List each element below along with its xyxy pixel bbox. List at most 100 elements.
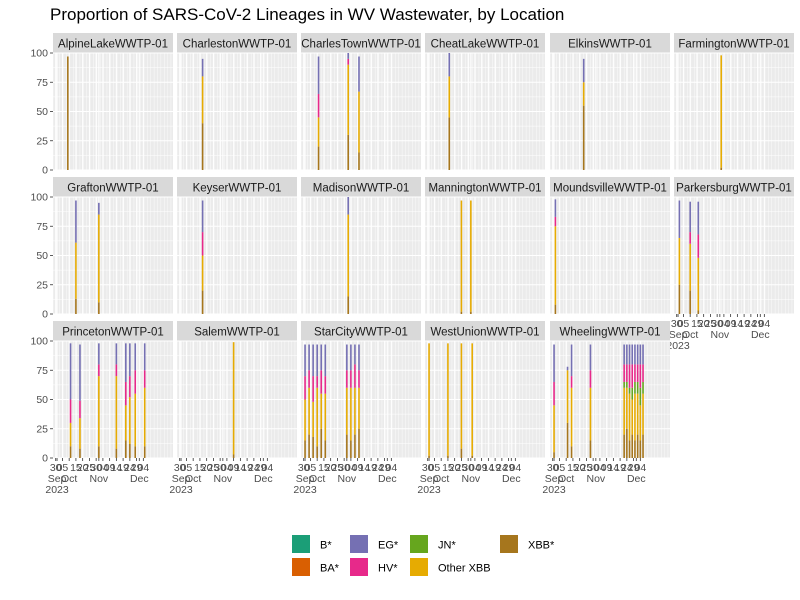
bar-segment-other-xbb xyxy=(553,405,555,453)
bar-segment-eg xyxy=(98,202,100,215)
bar-2023-10-02 xyxy=(554,199,557,314)
facet-strip xyxy=(674,33,794,53)
x-tick-label: 20 xyxy=(325,462,337,474)
facet-madisonwwtp-01: MadisonWWTP-01 xyxy=(300,177,421,315)
bar-segment-xbb xyxy=(720,167,722,170)
bar-segment-xbb xyxy=(358,152,360,170)
bar-2023-10-01 xyxy=(553,344,555,458)
bar-2023-10-07 xyxy=(312,344,314,458)
y-tick-label: 0 xyxy=(42,309,48,321)
facet-strip-label: ParkersburgWWTP-01 xyxy=(676,183,792,195)
bar-segment-other-xbb xyxy=(636,393,639,435)
bar-segment-eg xyxy=(639,344,642,365)
facet-strip-label: KeyserWWTP-01 xyxy=(193,183,282,195)
bar-segment-xbb xyxy=(471,455,473,458)
bar-segment-other-xbb xyxy=(320,393,323,429)
x-tick-label: 19 xyxy=(489,462,501,474)
x-tick-label: Dec xyxy=(254,473,273,485)
bar-segment-other-xbb xyxy=(720,55,722,168)
bar-segment-eg xyxy=(589,344,592,371)
bar-segment-hv xyxy=(125,381,127,406)
x-tick-label: 09 xyxy=(476,462,488,474)
bar-2023-10-18 xyxy=(79,344,81,458)
facet-strip xyxy=(301,177,421,197)
bar-segment-eg xyxy=(317,56,320,94)
x-tick-label: 29 xyxy=(752,318,764,330)
bar-2023-11-02 xyxy=(347,53,349,170)
bar-segment-eg xyxy=(75,200,77,243)
x-tick-label: 04 xyxy=(385,462,397,474)
bar-2023-11-10 xyxy=(358,344,360,458)
y-tick-label: 0 xyxy=(42,165,48,177)
bar-segment-hv xyxy=(642,364,644,382)
bar-segment-xbb xyxy=(346,434,348,458)
bar-2023-11-26 xyxy=(628,344,631,458)
x-tick-label: 30 xyxy=(90,462,102,474)
bar-segment-hv xyxy=(308,370,310,388)
facet-strip-label: AlpineLakeWWTP-01 xyxy=(58,39,168,51)
facet-strip-label: GraftonWWTP-01 xyxy=(67,183,158,195)
bar-segment-other-xbb xyxy=(316,387,318,447)
x-tick-label: 05 xyxy=(57,462,69,474)
bar-segment-eg xyxy=(346,344,348,371)
bar-segment-eg xyxy=(312,344,314,377)
facet-strip-label: PrincetonWWTP-01 xyxy=(62,327,164,339)
bar-2023-12-04 xyxy=(639,344,642,458)
legend-item-hv: HV* xyxy=(350,558,398,576)
x-tick-label: 04 xyxy=(137,462,149,474)
bar-segment-other-xbb xyxy=(324,393,327,441)
bar-2023-10-16 xyxy=(324,344,327,458)
bar-segment-hv xyxy=(69,399,72,423)
bar-segment-xbb xyxy=(67,56,69,171)
x-tick-label: 19 xyxy=(117,462,129,474)
legend-swatch xyxy=(292,558,310,576)
facet-strip xyxy=(177,33,297,53)
bar-segment-hv xyxy=(347,58,349,65)
x-tick-label: 09 xyxy=(601,462,613,474)
y-tick-label: 100 xyxy=(30,192,48,204)
bar-segment-xbb xyxy=(129,443,131,458)
bar-segment-xbb xyxy=(98,446,100,458)
bar-segment-xbb xyxy=(460,448,463,458)
x-tick-label: 14 xyxy=(235,462,247,474)
bar-segment-xbb xyxy=(201,290,204,314)
bar-segment-hv xyxy=(316,376,318,388)
bar-segment-xbb xyxy=(69,446,72,458)
x-tick-label: Oct xyxy=(185,473,201,485)
legend-item-b: B* xyxy=(292,535,332,553)
bar-segment-other-xbb xyxy=(570,387,573,447)
bar-segment-xbb xyxy=(623,434,625,458)
bar-2023-10-10 xyxy=(316,344,318,458)
legend-swatch xyxy=(410,558,428,576)
bar-2023-11-02 xyxy=(347,197,349,314)
bar-segment-eg xyxy=(566,366,569,371)
legend-label: BA* xyxy=(320,563,340,575)
legend-label: EG* xyxy=(378,540,399,552)
facet-wheelingwwtp-01: WheelingWWTP-0130Sep202305Oct15202530Nov… xyxy=(542,321,670,496)
facet-strip-label: MoundsvilleWWTP-01 xyxy=(553,183,667,195)
bar-segment-other-xbb xyxy=(689,243,691,291)
y-tick-label: 25 xyxy=(36,135,48,147)
bar-segment-jn xyxy=(642,381,644,394)
x-tick-label: 2023 xyxy=(666,340,690,352)
x-tick-label: 2023 xyxy=(417,484,441,496)
legend-label: Other XBB xyxy=(438,563,491,575)
bar-segment-jn xyxy=(623,381,625,388)
bar-segment-hv xyxy=(628,364,631,388)
bar-segment-other-xbb xyxy=(354,387,356,435)
y-tick-label: 100 xyxy=(30,48,48,60)
gridlines xyxy=(424,52,545,171)
bar-2023-11-21 xyxy=(125,343,127,458)
legend-item-eg: EG* xyxy=(350,535,399,553)
legend-label: B* xyxy=(320,540,332,552)
gridlines xyxy=(673,52,794,171)
x-tick-label: Nov xyxy=(337,473,356,485)
facet-strip xyxy=(425,321,545,341)
bar-segment-hv xyxy=(634,364,636,382)
bar-segment-xbb xyxy=(566,422,569,458)
bar-2023-10-01 xyxy=(304,344,306,458)
x-tick-label: 30 xyxy=(174,462,186,474)
bar-segment-hv xyxy=(689,232,691,244)
x-tick-label: Dec xyxy=(751,329,770,341)
